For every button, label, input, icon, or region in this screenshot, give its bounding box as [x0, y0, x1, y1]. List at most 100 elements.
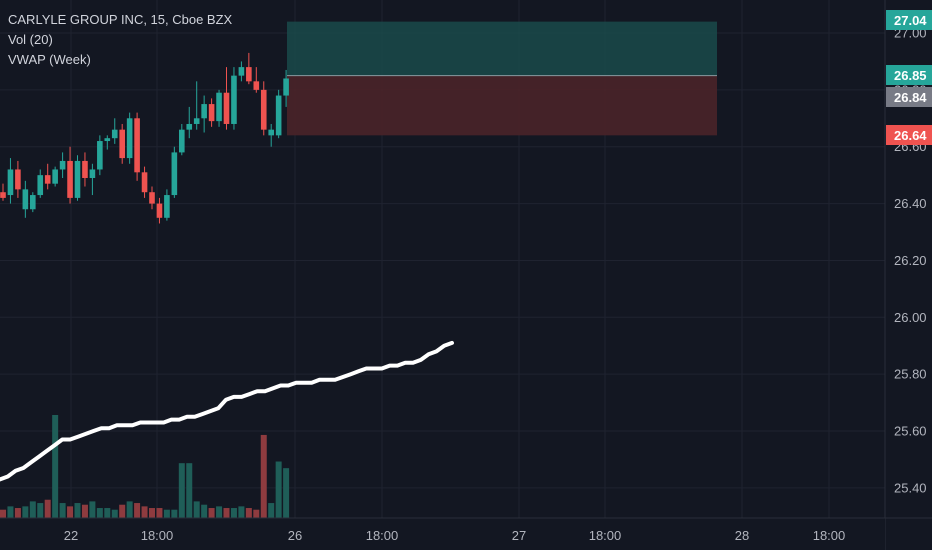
volume-bar [238, 506, 245, 518]
volume-bar [7, 506, 14, 518]
candle-body [164, 195, 170, 218]
candle-body [171, 152, 178, 196]
price-label-entry: 26.85 [894, 68, 927, 83]
candle-body [126, 118, 133, 159]
candle-body [67, 160, 73, 198]
volume-bar [134, 503, 141, 518]
time-tick-label: 18:00 [366, 528, 399, 543]
candle-body [74, 160, 81, 198]
time-tick-label: 22 [64, 528, 78, 543]
candle-body [179, 129, 185, 153]
candle-body [186, 123, 193, 130]
volume-bar [230, 508, 237, 518]
candle-body [193, 118, 200, 124]
candle-body [260, 89, 267, 130]
volume-bar [59, 503, 66, 518]
volume-bar [260, 434, 267, 518]
chart-legend: CARLYLE GROUP INC, 15, Cboe BZX Vol (20)… [8, 10, 232, 70]
candle-body [119, 129, 125, 159]
position-zones[interactable] [287, 21, 717, 136]
volume-bar [0, 509, 6, 518]
time-tick-label: 18:00 [141, 528, 174, 543]
volume-bar [14, 508, 21, 518]
volume-bar [96, 508, 103, 518]
candle-body [30, 195, 36, 210]
candle-body [97, 141, 103, 170]
candle-body [82, 160, 88, 178]
candle-body [141, 172, 148, 193]
price-labels: 27.04 26.85 26.84 26.64 [886, 10, 932, 145]
time-tick-label: 18:00 [813, 528, 846, 543]
volume-bar [22, 506, 29, 518]
time-tick-label: 28 [735, 528, 749, 543]
candle-body [216, 92, 222, 122]
candle-body [246, 67, 252, 82]
volume-bar [193, 501, 200, 518]
price-label-stop-bg [886, 125, 932, 145]
price-tick-label: 26.20 [894, 253, 927, 268]
stop-zone [287, 75, 717, 136]
volume-bar [171, 509, 178, 518]
volume-bar [149, 508, 155, 518]
price-tick-label: 26.00 [894, 310, 927, 325]
price-label-target: 27.04 [894, 13, 927, 28]
volume-bar [178, 463, 185, 518]
time-axis-background [0, 518, 885, 550]
target-zone [287, 21, 717, 76]
volume-bar [52, 415, 59, 518]
candle-body [223, 92, 230, 124]
candle-body [275, 95, 282, 136]
time-tick-label: 18:00 [589, 528, 622, 543]
volume-bar [283, 468, 290, 518]
time-tick-label: 27 [512, 528, 526, 543]
candle-body [104, 138, 111, 142]
volume-bar [119, 504, 126, 518]
volume-bar [89, 501, 96, 518]
volume-bar [141, 506, 148, 518]
volume-bar [74, 503, 81, 518]
volume-bar [223, 508, 230, 518]
volume-bar [37, 503, 44, 518]
volume-bar [245, 508, 252, 518]
price-label-last: 26.84 [894, 90, 927, 105]
volume-indicator-label[interactable]: Vol (20) [8, 32, 53, 47]
volume-bar [186, 463, 193, 518]
price-tick-label: 25.60 [894, 424, 927, 439]
candlesticks [0, 52, 289, 224]
volume-bar [44, 499, 51, 518]
volume-bar [29, 501, 36, 518]
candle-body [52, 169, 58, 184]
price-label-entry-bg [886, 65, 932, 85]
price-label-last-bg [886, 87, 932, 107]
symbol-title[interactable]: CARLYLE GROUP INC, 15, Cboe BZX [8, 12, 233, 27]
candle-body [89, 169, 96, 178]
time-tick-label: 26 [288, 528, 302, 543]
time-axis[interactable]: 22 18:00 26 18:00 27 18:00 28 18:00 [0, 517, 932, 550]
candle-body [208, 104, 215, 122]
volume-bar [201, 504, 208, 518]
volume-bar [104, 508, 111, 518]
candle-body [238, 67, 245, 76]
candle-body [283, 78, 289, 96]
candle-body [231, 75, 237, 124]
candle-body [37, 175, 44, 196]
price-label-target-bg [886, 10, 932, 30]
candle-body [268, 129, 274, 136]
candle-body [111, 129, 118, 139]
volume-bar [253, 509, 260, 518]
candle-body [15, 169, 21, 190]
candle-body [22, 189, 29, 210]
candle-body [0, 192, 6, 198]
candle-body [149, 192, 155, 204]
volume-bar [208, 508, 215, 518]
volume-bar [81, 504, 88, 518]
volume-bar [126, 501, 133, 518]
candle-body [156, 203, 163, 218]
volume-bar [163, 509, 170, 518]
candle-body [7, 169, 14, 196]
vwap-indicator-label[interactable]: VWAP (Week) [8, 52, 91, 67]
price-tick-label: 26.40 [894, 196, 927, 211]
volume-bars [0, 415, 290, 518]
candle-body [134, 118, 140, 173]
